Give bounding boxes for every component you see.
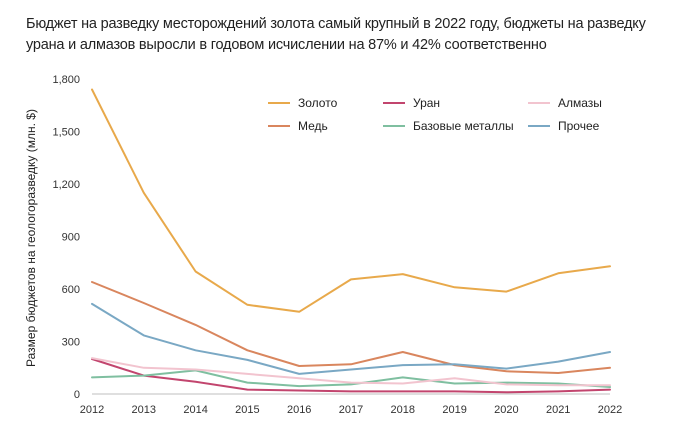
x-tick-label: 2021 <box>546 404 570 416</box>
series-line-Медь <box>91 281 611 374</box>
legend-label: Медь <box>298 119 328 133</box>
legend-label: Прочее <box>558 119 600 133</box>
series-layer <box>91 88 611 394</box>
y-tick-label: 1,500 <box>52 127 80 139</box>
legend-label: Уран <box>413 96 440 110</box>
y-tick-label: 1,800 <box>52 74 80 86</box>
y-tick-label: 900 <box>62 232 80 244</box>
legend-label: Золото <box>298 96 338 110</box>
y-tick-label: 600 <box>62 284 80 296</box>
series-line-Уран <box>91 358 611 394</box>
x-tick-label: 2019 <box>442 404 466 416</box>
legend: Золото Уран Алмазы Медь Базовые металлы Проче… <box>268 96 602 133</box>
x-tick-label: 2015 <box>235 404 259 416</box>
x-tick-label: 2012 <box>80 404 104 416</box>
x-tick-label: 2022 <box>598 404 622 416</box>
y-tick-label: 1,200 <box>52 179 80 191</box>
series-line-Алмазы <box>91 357 611 387</box>
x-tick-label: 2013 <box>132 404 156 416</box>
chart-title: Бюджет на разведку месторождений золота … <box>26 16 646 53</box>
x-tick-label: 2020 <box>494 404 518 416</box>
series-line-Прочее <box>91 302 611 375</box>
legend-label: Алмазы <box>558 96 602 110</box>
x-tick-label: 2016 <box>287 404 311 416</box>
series-line-Базовые металлы <box>91 369 611 388</box>
x-tick-label: 2014 <box>183 404 207 416</box>
axes: 0 300 600 900 1,200 1,500 1,800 2012 2013 2014 201… <box>52 74 622 416</box>
y-axis-label: Размер бюджетов на геологоразведку (млн.… <box>24 109 38 367</box>
legend-label: Базовые металлы <box>413 119 514 133</box>
x-tick-label: 2018 <box>391 404 415 416</box>
x-tick-label: 2017 <box>339 404 363 416</box>
series-line-Золото <box>91 88 611 313</box>
y-tick-label: 300 <box>62 337 80 349</box>
y-tick-label: 0 <box>74 389 80 401</box>
